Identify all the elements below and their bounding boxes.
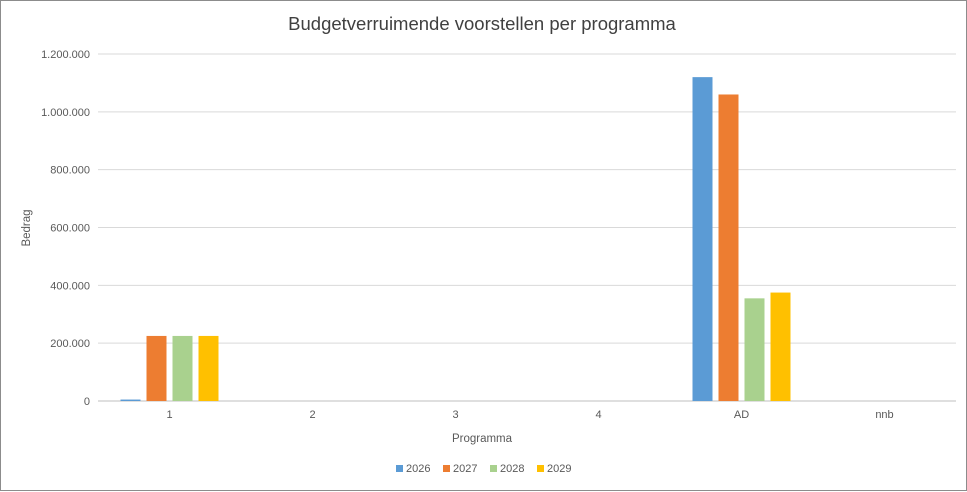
x-tick-label: 4 — [595, 409, 601, 421]
x-axis-label: Programma — [452, 433, 513, 445]
y-tick-label: 200.000 — [50, 338, 90, 350]
y-tick-label: 400.000 — [50, 280, 90, 292]
x-tick-label: 2 — [309, 409, 315, 421]
legend-swatch — [537, 465, 544, 472]
chart-title: Budgetverruimende voorstellen per progra… — [288, 13, 676, 34]
x-tick-label: nnb — [875, 409, 893, 421]
legend-label: 2026 — [406, 463, 430, 475]
bar-2029-AD — [770, 292, 791, 401]
legend-label: 2027 — [453, 463, 477, 475]
bar-2028-AD — [744, 298, 765, 401]
x-axis-ticks: 1 2 3 4 AD nnb — [166, 409, 893, 421]
bar-2029-1 — [198, 335, 219, 401]
legend-label: 2029 — [547, 463, 571, 475]
x-tick-label: 1 — [166, 409, 172, 421]
legend-label: 2028 — [500, 463, 524, 475]
y-tick-label: 1.200.000 — [41, 49, 90, 61]
x-tick-label: AD — [734, 409, 749, 421]
legend-swatch — [396, 465, 403, 472]
y-tick-label: 600.000 — [50, 223, 90, 235]
bar-2027-1 — [146, 335, 167, 401]
legend: 2026 2027 2028 2029 — [396, 463, 571, 475]
y-tick-label: 0 — [84, 396, 90, 408]
bar-2026-1 — [120, 399, 141, 401]
bars — [120, 77, 791, 401]
bar-2027-AD — [718, 94, 739, 401]
x-tick-label: 3 — [452, 409, 458, 421]
bar-2026-AD — [692, 77, 713, 401]
gridlines — [98, 53, 956, 402]
y-axis-ticks: 0 200.000 400.000 600.000 800.000 1.000.000 1.… — [41, 49, 90, 408]
legend-swatch — [490, 465, 497, 472]
y-tick-label: 800.000 — [50, 165, 90, 177]
y-tick-label: 1.000.000 — [41, 107, 90, 119]
y-axis-label: Bedrag — [21, 209, 33, 246]
legend-swatch — [443, 465, 450, 472]
bar-2028-1 — [172, 335, 193, 401]
